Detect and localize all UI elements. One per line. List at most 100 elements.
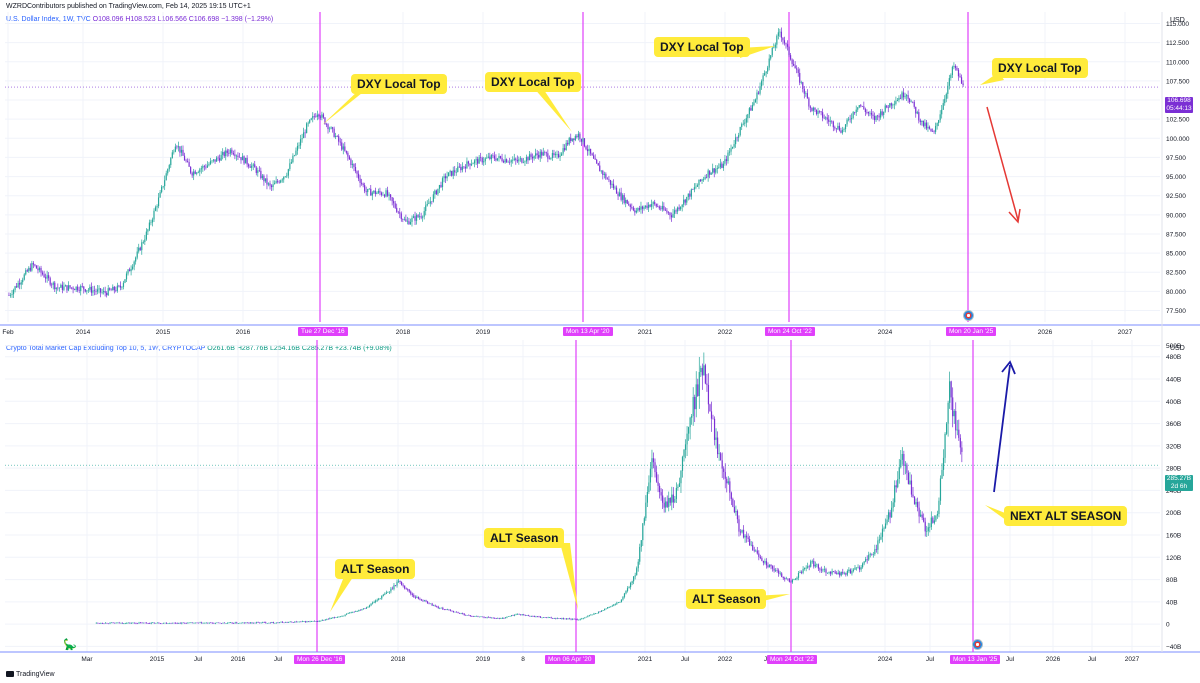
us-flag-icon[interactable]	[963, 310, 974, 321]
candle-body	[829, 121, 831, 122]
candle-body	[736, 137, 738, 139]
candle-body	[504, 617, 507, 619]
candle-body	[439, 608, 441, 609]
tradingview-footer[interactable]: TradingView	[6, 671, 55, 678]
candle-body	[747, 114, 749, 119]
candle-body	[637, 561, 639, 569]
candle-body	[721, 163, 723, 168]
candle-body	[823, 569, 826, 570]
candle-body	[254, 164, 256, 168]
candle-body	[451, 170, 453, 176]
candle-body	[115, 622, 117, 624]
candle-body	[947, 85, 949, 95]
candle-body	[675, 487, 677, 499]
candle-body	[223, 622, 226, 624]
candle-body	[864, 109, 866, 113]
candle-body	[589, 148, 592, 154]
candle-body	[637, 208, 639, 211]
tradingview-logo-icon	[6, 671, 14, 678]
candle-body	[318, 114, 320, 117]
candle-body	[396, 581, 398, 586]
candle-body	[493, 155, 496, 159]
candle-body	[489, 156, 491, 159]
candle-body	[458, 166, 460, 168]
candle-body	[188, 161, 190, 167]
candle-body	[40, 267, 42, 273]
candle-body	[379, 598, 381, 600]
y-tick-label: 82.500	[1166, 270, 1186, 277]
candle-body	[680, 206, 682, 210]
candle-body	[898, 467, 900, 479]
candle-body	[928, 126, 931, 129]
candle-body	[643, 207, 645, 209]
candle-body	[207, 622, 209, 624]
candle-body	[832, 121, 834, 128]
candle-body	[423, 600, 426, 602]
candle-body	[742, 529, 745, 538]
candle-body	[176, 146, 178, 148]
candle-body	[199, 169, 201, 173]
candle-body	[671, 494, 673, 503]
candle-body	[270, 185, 273, 188]
candle-body	[473, 160, 476, 164]
candle-body	[784, 578, 786, 580]
candle-body	[782, 37, 784, 41]
candle-body	[489, 617, 491, 619]
candle-body	[921, 514, 923, 518]
y-tick-label: 110.000	[1166, 59, 1189, 66]
y-tick-label: 102.500	[1166, 117, 1190, 124]
candle-body	[147, 623, 149, 624]
candle-body	[233, 623, 235, 624]
candle-body	[783, 40, 786, 44]
candle-body	[494, 617, 496, 619]
candle-body	[654, 202, 656, 204]
candle-body	[217, 157, 219, 159]
candle-body	[119, 285, 122, 288]
candle-body	[639, 547, 641, 562]
candle-body	[150, 222, 152, 224]
candle-body	[269, 622, 271, 624]
candle-body	[32, 263, 34, 265]
candle-body	[579, 618, 581, 620]
candle-body	[203, 166, 205, 167]
y-tick-label: 240B	[1166, 488, 1181, 495]
candle-body	[576, 136, 578, 138]
candle-body	[934, 126, 937, 132]
candle-body	[866, 559, 868, 560]
candle-body	[706, 383, 708, 385]
candle-body	[805, 567, 807, 569]
candle-body	[891, 507, 893, 518]
candle-body	[776, 35, 778, 45]
candle-body	[565, 142, 567, 151]
us-flag-icon[interactable]	[972, 639, 983, 650]
candle-body	[791, 59, 793, 64]
candle-body	[733, 506, 735, 513]
candle-body	[87, 289, 89, 291]
candle-body	[847, 118, 850, 120]
candle-body	[815, 109, 818, 115]
top-legend: U.S. Dollar Index, 1W, TVC O108.096 H108…	[6, 16, 273, 23]
candle-body	[512, 615, 514, 616]
candle-body	[930, 128, 932, 132]
candle-body	[248, 164, 250, 167]
candle-body	[538, 616, 540, 618]
candle-body	[451, 610, 453, 612]
candle-body	[862, 563, 864, 568]
candle-body	[765, 71, 767, 74]
candle-body	[106, 292, 108, 296]
candle-body	[411, 217, 413, 222]
candle-body	[455, 611, 458, 613]
candle-body	[325, 124, 328, 125]
candle-body	[261, 175, 263, 179]
candle-body	[240, 622, 242, 624]
candle-body	[388, 194, 390, 196]
candle-body	[651, 458, 653, 469]
candle-body	[652, 458, 655, 463]
candle-body	[448, 172, 450, 177]
candle-body	[724, 471, 726, 479]
candle-body	[813, 560, 815, 567]
candle-body	[234, 622, 236, 624]
candle-body	[738, 135, 740, 138]
candle-body	[390, 194, 392, 198]
